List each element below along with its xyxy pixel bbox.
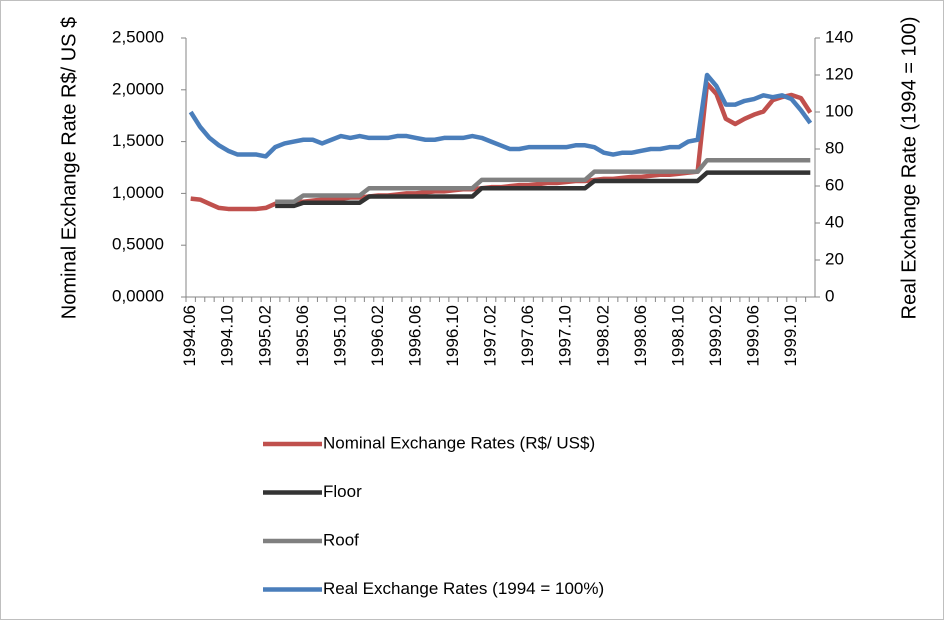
x-tick-label: 1998.02 [593,305,612,366]
y2-tick-label: 120 [825,64,853,83]
legend-label: Floor [323,482,362,501]
x-tick-label: 1997.06 [518,305,537,366]
y-tick-label: 2,0000 [112,79,164,98]
x-tick-label: 1994.06 [180,305,199,366]
x-tick-label: 1994.10 [218,305,237,366]
legend-label: Nominal Exchange Rates (R$/ US$) [323,433,595,452]
y2-tick-label: 60 [825,175,844,194]
x-tick-label: 1996.06 [405,305,424,366]
y2-axis-title: Real Exchange Rate (1994 = 100) [898,17,920,320]
y2-tick-label: 100 [825,101,853,120]
legend-label: Real Exchange Rates (1994 = 100%) [323,579,604,598]
y-tick-label: 1,0000 [112,183,164,202]
x-tick-label: 1998.06 [631,305,650,366]
y-axis-title: Nominal Exchange Rate R$/ US $ [58,17,80,319]
x-tick-label: 1995.10 [330,305,349,366]
x-tick-label: 1999.06 [743,305,762,366]
x-tick-label: 1997.02 [481,305,500,366]
x-tick-label: 1999.02 [706,305,725,366]
y2-tick-label: 20 [825,249,844,268]
x-tick-label: 1999.10 [781,305,800,366]
y2-tick-label: 0 [825,286,834,305]
x-tick-label: 1996.02 [368,305,387,366]
x-tick-label: 1995.06 [293,305,312,366]
series-line [275,170,811,209]
y-tick-label: 0,0000 [112,286,164,305]
x-tick-label: 1995.02 [255,305,274,366]
x-tick-label: 1996.10 [443,305,462,366]
y2-tick-label: 40 [825,212,844,231]
series-line [275,158,811,204]
legend-label: Roof [323,530,359,549]
series-line [188,72,813,159]
y2-tick-label: 140 [825,27,853,46]
y-tick-label: 2,5000 [112,27,164,46]
y-tick-label: 0,5000 [112,235,164,254]
y-tick-label: 1,5000 [112,131,164,150]
y2-tick-label: 80 [825,138,844,157]
x-tick-label: 1997.10 [556,305,575,366]
x-tick-label: 1998.10 [668,305,687,366]
